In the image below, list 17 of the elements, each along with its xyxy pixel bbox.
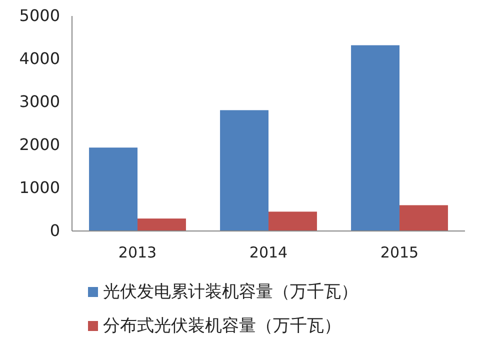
bar <box>268 212 317 231</box>
y-tick-label: 5000 <box>19 6 60 26</box>
y-tick-label: 4000 <box>19 49 60 68</box>
bar <box>220 110 268 231</box>
y-tick-label: 3000 <box>19 92 60 112</box>
x-tick-label: 2013 <box>118 244 157 262</box>
x-tick-label: 2015 <box>380 244 419 262</box>
legend-label: 分布式光伏装机容量（万千瓦） <box>103 316 341 336</box>
x-tick-label: 2014 <box>249 244 288 262</box>
bar <box>400 205 448 231</box>
y-tick-label: 2000 <box>19 135 60 154</box>
bar <box>138 218 186 231</box>
y-tick-label: 0 <box>50 221 60 240</box>
bar <box>351 45 400 231</box>
legend-label: 光伏发电累计装机容量（万千瓦） <box>103 282 358 302</box>
bar <box>89 148 138 231</box>
y-tick-label: 1000 <box>19 178 60 198</box>
